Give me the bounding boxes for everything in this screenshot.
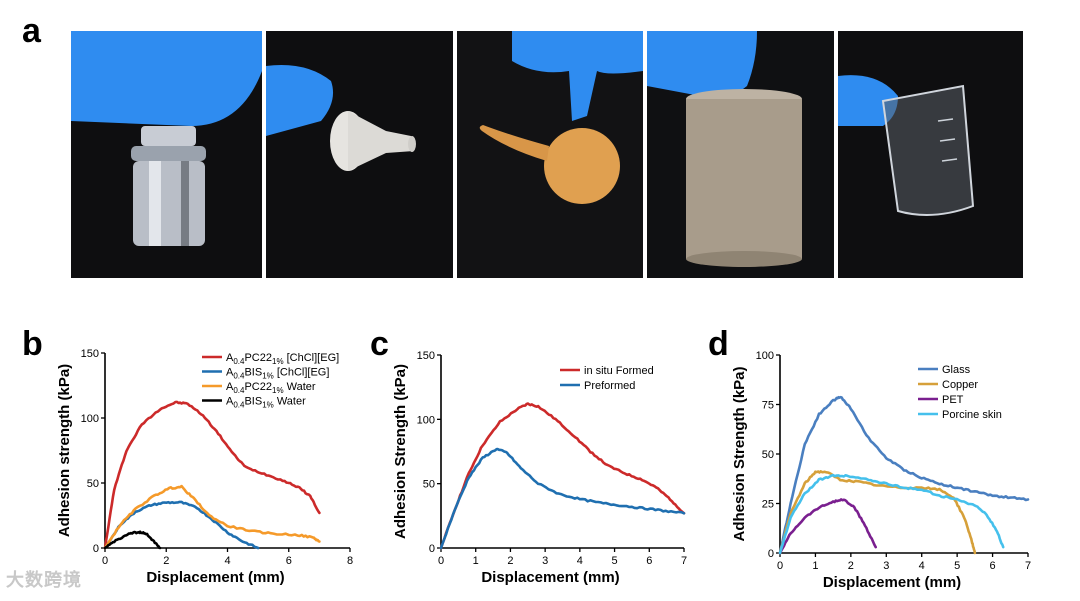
x-tick-label: 2 [163, 555, 169, 567]
photo-rubber-bulb [457, 31, 643, 278]
x-tick-label: 6 [990, 560, 996, 572]
chart-panel-c: 0 1 2 3 4 5 6 7 0 50 100 150 Displacement (mm) Adhesi… [392, 350, 687, 586]
y-tick-label: 150 [417, 350, 435, 362]
photo-ceramic-funnel [266, 31, 453, 278]
legend-entry: Glass [942, 364, 971, 376]
y-tick-label: 25 [762, 499, 774, 511]
series-line [778, 470, 977, 555]
y-tick-label: 50 [87, 478, 99, 490]
x-tick-label: 6 [286, 555, 292, 567]
legend-entry: PET [942, 394, 964, 406]
series-line [103, 484, 321, 550]
series-line [439, 447, 686, 550]
legend-entry: in situ Formed [584, 365, 654, 377]
rubber-bulb-icon [544, 128, 620, 204]
glove-icon [647, 31, 757, 101]
legend-entry: A0.4PC221% Water [226, 381, 316, 395]
y-tick-label: 50 [762, 449, 774, 461]
legend-entry: A0.4BIS1% Water [226, 396, 306, 410]
y-axis-title: Adhesion strength (kPa) [56, 364, 73, 537]
series-line [103, 400, 321, 550]
x-tick-label: 5 [954, 560, 960, 572]
chart-panel-b: 0 2 4 6 8 0 50 100 150 Displacement (mm) Adhesion … [56, 348, 353, 586]
x-tick-label: 6 [646, 555, 652, 567]
x-tick-label: 0 [777, 560, 783, 572]
legend-entry: Preformed [584, 380, 635, 392]
panel-letter-b: b [22, 325, 43, 363]
glove-icon [512, 31, 643, 121]
glass-beaker-icon [883, 86, 973, 215]
glove-icon [838, 75, 898, 126]
x-tick-label: 2 [507, 555, 513, 567]
series-line [103, 500, 260, 550]
y-axis-title: Adhesion Strength (kPa) [392, 364, 409, 539]
x-tick-label: 8 [347, 555, 353, 567]
metal-weight-icon [133, 161, 205, 246]
x-tick-label: 0 [102, 555, 108, 567]
glove-icon [71, 31, 262, 126]
x-tick-label: 7 [681, 555, 687, 567]
x-tick-label: 7 [1025, 560, 1031, 572]
legend-entry: Copper [942, 379, 978, 391]
y-tick-label: 0 [429, 543, 435, 555]
x-tick-label: 0 [438, 555, 444, 567]
y-tick-label: 50 [423, 479, 435, 491]
glove-icon [266, 65, 334, 136]
series-line [439, 402, 686, 550]
photo-glass-beaker [838, 31, 1023, 278]
y-tick-label: 0 [93, 543, 99, 555]
x-tick-label: 1 [473, 555, 479, 567]
x-tick-label: 3 [883, 560, 889, 572]
y-tick-label: 100 [81, 413, 99, 425]
series-line [778, 395, 1030, 555]
stone-cylinder-icon [686, 99, 802, 259]
series-line [778, 473, 1005, 555]
y-tick-label: 100 [417, 414, 435, 426]
x-tick-label: 4 [577, 555, 583, 567]
y-tick-label: 150 [81, 348, 99, 360]
x-tick-label: 4 [919, 560, 925, 572]
x-axis-title: Displacement (mm) [823, 574, 961, 591]
x-tick-label: 1 [812, 560, 818, 572]
legend-entry: A0.4PC221% [ChCl][EG] [226, 352, 339, 366]
panel-letter-a: a [22, 12, 41, 50]
x-tick-label: 2 [848, 560, 854, 572]
panel-letter-c: c [370, 325, 389, 363]
watermark-text: 大数跨境 [6, 570, 82, 590]
y-tick-label: 0 [768, 548, 774, 560]
x-axis-title: Displacement (mm) [146, 569, 284, 586]
x-tick-label: 3 [542, 555, 548, 567]
x-tick-label: 4 [224, 555, 230, 567]
x-tick-label: 5 [612, 555, 618, 567]
y-tick-label: 75 [762, 400, 774, 412]
photo-stone-cylinder [647, 31, 834, 278]
series-line [103, 530, 162, 550]
panel-letter-d: d [708, 325, 729, 363]
chart-panel-d: 0 1 2 3 4 5 6 7 0 25 50 75 100 Displacement (mm) Adhes… [731, 350, 1031, 591]
legend-entry: Porcine skin [942, 409, 1002, 421]
y-tick-label: 100 [756, 350, 774, 362]
legend-entry: A0.4BIS1% [ChCl][EG] [226, 367, 329, 381]
photo-metal-weight [71, 31, 262, 278]
x-axis-title: Displacement (mm) [481, 569, 619, 586]
series-line [778, 498, 877, 555]
y-axis-title: Adhesion Strength (kPa) [731, 366, 748, 541]
